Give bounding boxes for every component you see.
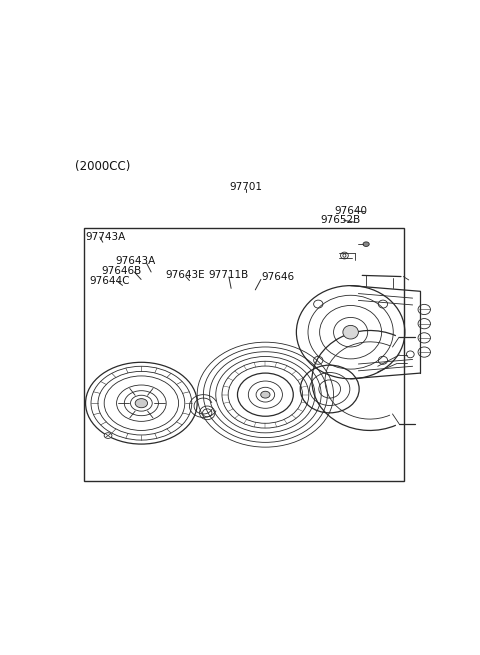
Ellipse shape (363, 242, 369, 246)
Text: 97644C: 97644C (90, 276, 130, 286)
Text: 97646B: 97646B (102, 266, 142, 276)
Text: 97701: 97701 (229, 182, 263, 192)
Text: 97643E: 97643E (166, 270, 205, 280)
Text: 97743A: 97743A (85, 232, 126, 242)
Ellipse shape (343, 326, 359, 339)
Bar (84, 229, 404, 481)
Text: 97652B: 97652B (321, 215, 360, 225)
Text: (2000CC): (2000CC) (75, 160, 130, 174)
Ellipse shape (135, 399, 147, 407)
Ellipse shape (261, 391, 270, 398)
Ellipse shape (104, 433, 112, 438)
Text: 97646: 97646 (261, 272, 294, 282)
Text: 97711B: 97711B (209, 270, 249, 280)
Text: 97643A: 97643A (115, 256, 156, 266)
Text: 97640: 97640 (335, 206, 368, 216)
